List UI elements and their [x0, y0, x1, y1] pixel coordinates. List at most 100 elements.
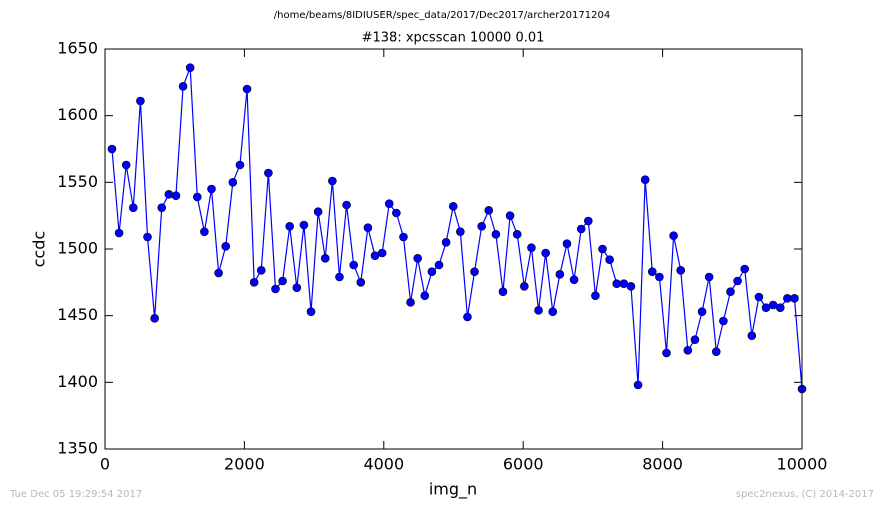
data-point	[512, 230, 522, 239]
data-point	[626, 282, 636, 291]
data-point	[647, 267, 657, 276]
data-point	[420, 291, 430, 300]
data-point	[335, 272, 344, 282]
data-point	[463, 312, 472, 322]
data-point	[583, 216, 593, 226]
data-point	[505, 211, 515, 220]
data-point	[157, 203, 167, 212]
data-point	[192, 192, 202, 202]
data-point	[640, 175, 650, 184]
data-point	[128, 203, 138, 212]
data-point	[200, 227, 209, 236]
data-point	[747, 331, 757, 340]
data-point	[612, 279, 622, 288]
data-point	[150, 314, 159, 323]
data-point	[221, 242, 231, 251]
y-tick-label: 1650	[57, 39, 98, 58]
x-tick-label: 4000	[363, 455, 404, 474]
y-tick-label: 1500	[57, 239, 98, 258]
data-point	[726, 287, 735, 296]
data-point	[242, 84, 252, 94]
data-point	[655, 272, 664, 282]
data-point	[178, 82, 188, 91]
data-point	[441, 238, 451, 247]
data-point	[548, 307, 558, 316]
data-point	[107, 144, 117, 154]
y-tick-label: 1450	[57, 305, 98, 324]
data-point	[228, 178, 238, 187]
x-tick-label: 0	[100, 455, 110, 474]
data-point	[768, 300, 778, 310]
data-point	[285, 222, 295, 231]
y-tick-label: 1550	[57, 172, 98, 191]
data-point	[392, 208, 401, 218]
data-point	[555, 270, 565, 279]
y-tick-label: 1350	[57, 439, 98, 458]
data-point	[264, 168, 273, 178]
data-point	[370, 251, 380, 260]
data-point	[520, 282, 529, 291]
data-point	[299, 220, 309, 230]
data-point	[448, 202, 458, 211]
data-point	[271, 284, 280, 294]
data-point	[136, 96, 145, 106]
data-point	[484, 206, 494, 215]
x-tick-label: 6000	[503, 455, 544, 474]
data-point	[491, 230, 501, 239]
data-point	[164, 190, 174, 199]
data-point	[598, 244, 607, 254]
data-point	[306, 307, 316, 316]
data-point	[697, 307, 707, 316]
data-point	[690, 335, 700, 344]
data-point	[477, 222, 486, 231]
data-point	[704, 272, 714, 282]
data-point	[562, 239, 572, 248]
data-point	[498, 287, 508, 296]
data-line	[111, 67, 803, 390]
data-point	[605, 255, 614, 264]
data-point	[790, 294, 799, 303]
chart-title: #138: xpcsscan 10000 0.01	[362, 31, 545, 46]
data-point	[783, 294, 792, 303]
data-point	[633, 380, 643, 390]
footer-right: spec2nexus, (C) 2014-2017	[736, 489, 874, 500]
data-point	[256, 266, 266, 275]
data-point	[413, 254, 422, 263]
data-point	[328, 176, 337, 186]
data-point	[434, 260, 444, 270]
data-point	[171, 191, 181, 200]
data-point	[377, 248, 387, 258]
data-point	[740, 264, 750, 274]
data-point	[363, 223, 373, 232]
data-point	[207, 184, 216, 194]
data-point	[349, 260, 358, 270]
x-tick-label: 8000	[642, 455, 683, 474]
data-point	[456, 227, 465, 236]
data-point	[662, 348, 671, 358]
x-axis-label: img_n	[429, 480, 477, 500]
data-point	[249, 278, 259, 287]
data-point	[619, 279, 629, 288]
y-tick-label: 1600	[57, 105, 98, 124]
data-point	[292, 283, 302, 292]
data-point	[733, 276, 742, 286]
data-point	[576, 224, 586, 234]
data-point	[711, 347, 721, 356]
data-point	[541, 248, 550, 258]
data-point	[114, 228, 124, 238]
data-point	[313, 207, 323, 216]
data-point	[320, 254, 330, 263]
data-point	[683, 346, 693, 355]
data-point	[384, 199, 394, 208]
data-point	[185, 63, 195, 72]
x-tick-label: 10000	[777, 455, 828, 474]
data-point	[569, 275, 579, 284]
data-point	[214, 268, 223, 278]
data-point	[399, 232, 408, 242]
plot-frame	[104, 48, 803, 450]
data-point	[342, 200, 351, 210]
data-point	[406, 298, 415, 307]
data-point	[527, 243, 536, 252]
data-point	[235, 160, 245, 170]
